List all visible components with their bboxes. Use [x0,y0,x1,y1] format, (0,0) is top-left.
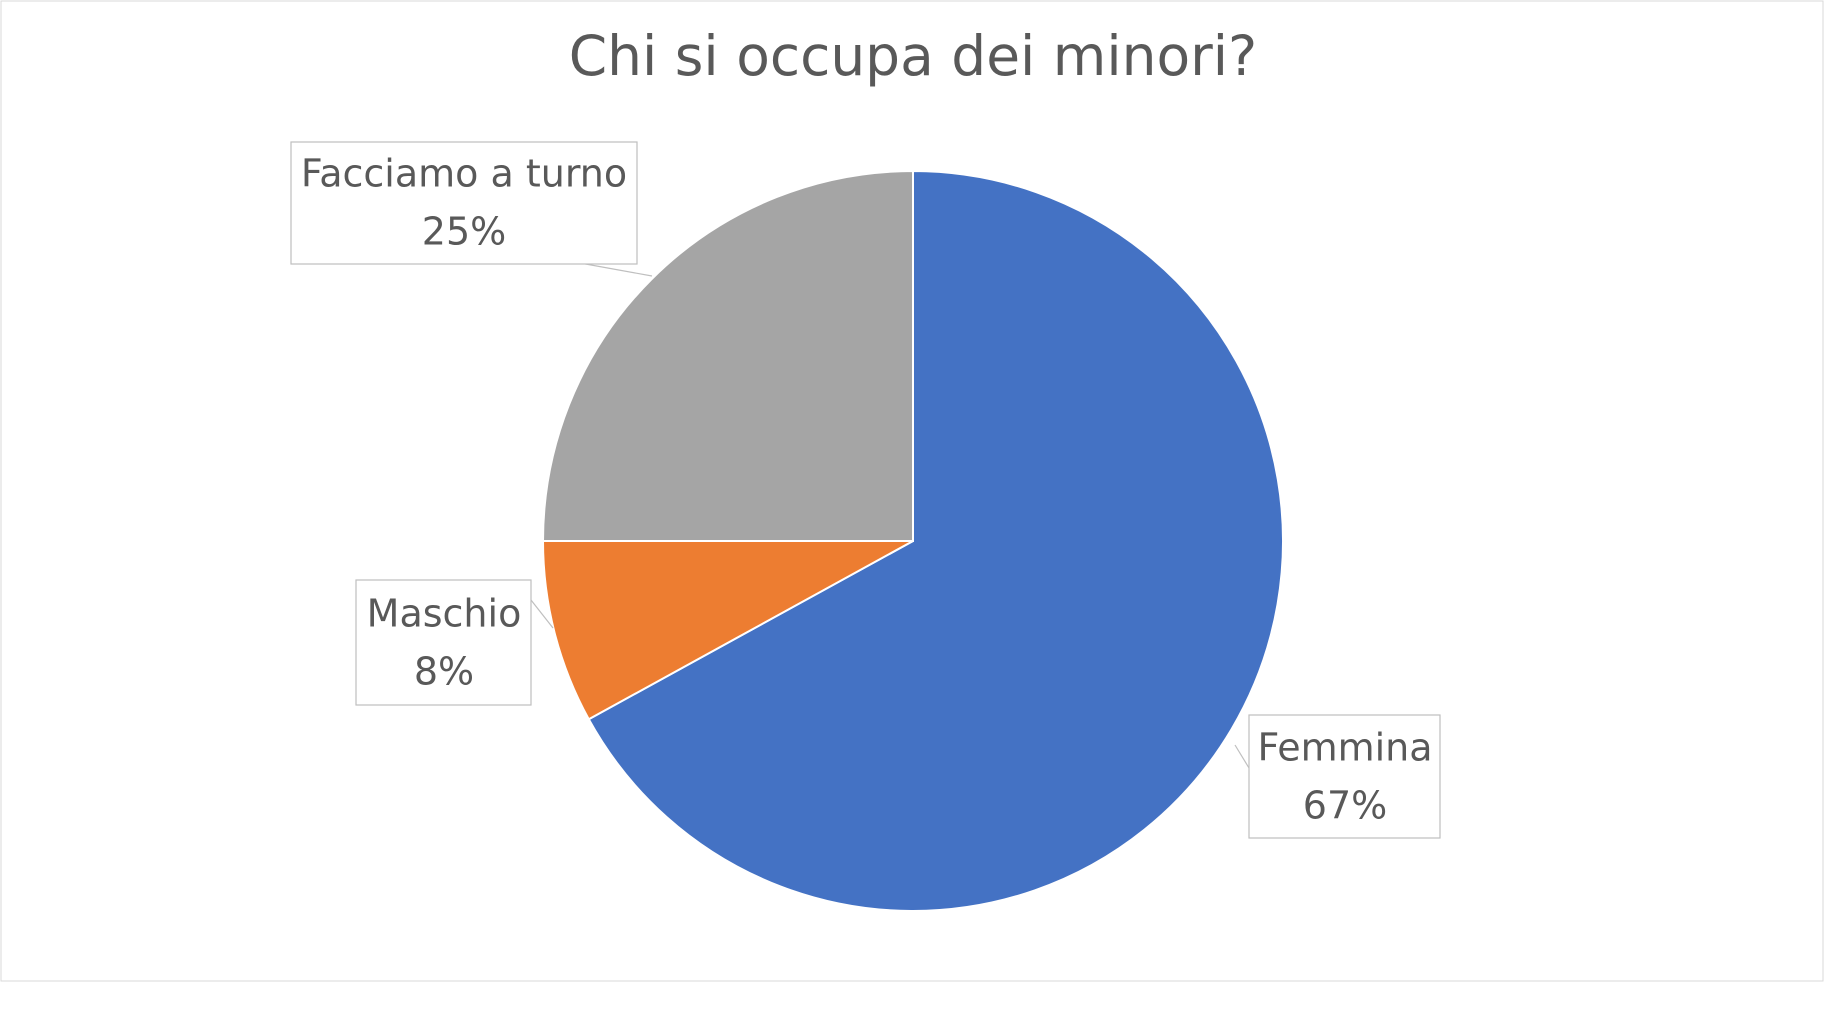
label-box [290,141,638,265]
category-label: Maschio [367,592,522,636]
pie-slice [541,540,914,721]
label-box [1248,714,1441,839]
value-label: 8% [414,650,474,694]
leader-line [1234,744,1250,769]
pie-slice [587,169,1284,912]
chart-title: Chi si occupa dei minori? [569,24,1258,88]
value-label: 25% [422,210,506,254]
category-label: Femmina [1257,726,1432,770]
pie-slice [541,169,914,542]
pie [541,169,1284,912]
category-label: Facciamo a turno [301,152,627,196]
label-box [355,579,532,706]
value-label: 67% [1303,784,1387,828]
leader-line [530,599,554,629]
